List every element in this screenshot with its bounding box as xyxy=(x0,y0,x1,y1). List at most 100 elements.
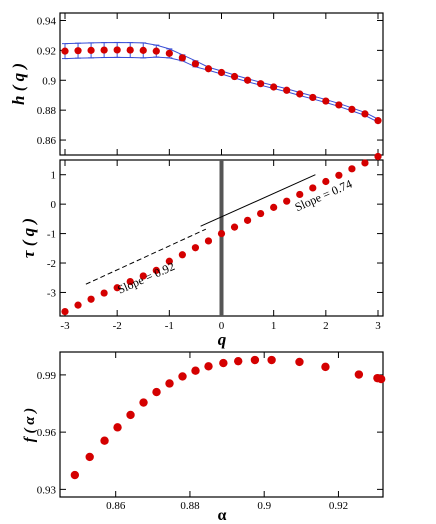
data-point xyxy=(178,372,187,381)
data-point xyxy=(113,46,121,54)
data-point xyxy=(74,47,82,55)
panel-f-alpha-ticks: 0.93 0.96 0.99 0.86 0.88 0.9 0.92 xyxy=(37,352,383,512)
error-band-upper xyxy=(64,41,379,120)
xtick-label: -2 xyxy=(113,320,122,332)
data-point xyxy=(335,101,343,109)
data-point xyxy=(126,410,135,420)
panel-f-alpha-frame xyxy=(59,351,384,498)
data-point xyxy=(361,110,369,118)
data-point xyxy=(139,46,147,54)
data-point xyxy=(191,244,200,252)
data-point xyxy=(230,72,239,81)
data-point xyxy=(219,358,228,368)
data-point xyxy=(204,237,213,245)
data-point xyxy=(178,54,186,62)
panel-f-alpha: 0.93 0.96 0.99 0.86 0.88 0.9 0.92 f ( α ) α xyxy=(22,351,386,524)
panel-tau-q-ylabel: τ ( q ) xyxy=(19,218,38,258)
data-point xyxy=(257,80,265,88)
data-point xyxy=(322,97,330,105)
data-point xyxy=(257,209,265,218)
xtick-label: 2 xyxy=(323,320,329,332)
xtick-label: 3 xyxy=(375,320,381,332)
data-point xyxy=(100,436,109,445)
data-point xyxy=(217,68,226,77)
panel-f-alpha-ylabel: f ( α ) xyxy=(22,408,38,443)
ytick-label: 0.93 xyxy=(37,484,57,496)
ytick-label: -3 xyxy=(47,287,57,299)
slope-line-dashed xyxy=(85,228,207,285)
panel-h-q-frame xyxy=(59,12,384,156)
data-point xyxy=(234,356,243,366)
ytick-label: -1 xyxy=(47,229,56,241)
xtick-label: 0.9 xyxy=(257,500,271,512)
panel-f-alpha-xlabel: α xyxy=(218,507,227,524)
slope-line-solid xyxy=(200,174,316,227)
ytick-label: -2 xyxy=(47,258,56,270)
data-point xyxy=(267,355,276,365)
data-point xyxy=(322,177,330,186)
panel-f-alpha-marks xyxy=(70,355,386,480)
data-point xyxy=(70,470,80,480)
data-point xyxy=(126,46,134,54)
data-point xyxy=(321,362,330,372)
data-point xyxy=(139,272,147,280)
xtick-label: -1 xyxy=(165,320,174,332)
data-point xyxy=(61,307,69,316)
data-point xyxy=(309,184,317,192)
data-point xyxy=(230,223,239,231)
data-point xyxy=(348,165,356,173)
data-point xyxy=(139,398,148,407)
error-band-lower xyxy=(64,56,379,123)
data-point xyxy=(270,203,278,211)
panel-h-q-ylabel: h ( q ) xyxy=(9,63,28,105)
xtick-label: 1 xyxy=(271,320,277,332)
data-point xyxy=(165,49,173,57)
data-point xyxy=(296,190,304,199)
panel-tau-q-reference-lines xyxy=(85,174,316,285)
data-point xyxy=(113,284,121,292)
panel-tau-q-xlabel: q xyxy=(218,330,227,349)
data-point xyxy=(283,197,291,205)
data-point xyxy=(295,357,304,367)
data-point xyxy=(204,65,213,73)
ytick-label: 0.92 xyxy=(37,45,56,57)
ytick-label: 0.9 xyxy=(42,75,56,87)
panel-h-q: 0.86 0.88 0.9 0.92 0.94 h ( q ) xyxy=(9,12,384,156)
data-point xyxy=(217,229,226,238)
panel-h-q-ticks: 0.86 0.88 0.9 0.92 0.94 xyxy=(37,13,383,155)
data-point xyxy=(204,362,213,371)
data-point xyxy=(178,251,186,259)
data-point xyxy=(113,423,122,432)
xtick-label: 0 xyxy=(219,320,225,332)
data-point xyxy=(87,295,95,303)
data-point xyxy=(165,379,174,388)
data-point xyxy=(100,289,108,297)
data-point xyxy=(348,105,356,114)
panel-tau-q-marks xyxy=(61,152,382,316)
data-point xyxy=(100,46,108,54)
data-point xyxy=(61,47,69,55)
ytick-label: 0.96 xyxy=(37,427,57,439)
data-point xyxy=(165,257,173,265)
data-point xyxy=(74,301,82,309)
slope-annotation: Slope = 0.92 xyxy=(115,259,177,297)
data-point xyxy=(361,159,369,167)
data-point xyxy=(335,171,343,179)
xtick-label: -3 xyxy=(60,320,70,332)
ytick-label: 0.86 xyxy=(37,135,57,147)
data-point xyxy=(296,90,304,98)
ytick-label: 0.88 xyxy=(37,105,57,117)
data-point xyxy=(374,117,382,125)
data-point xyxy=(243,216,252,224)
data-point xyxy=(250,355,260,365)
ytick-label: 0 xyxy=(51,199,57,211)
ytick-label: 0.99 xyxy=(37,370,57,382)
data-point xyxy=(191,366,200,375)
data-point xyxy=(376,374,386,384)
panel-tau-q-ticks: -3 -2 -1 0 1 -3 -2 -1 0 1 2 3 xyxy=(47,160,383,332)
data-point xyxy=(191,60,200,68)
data-point xyxy=(309,93,317,102)
